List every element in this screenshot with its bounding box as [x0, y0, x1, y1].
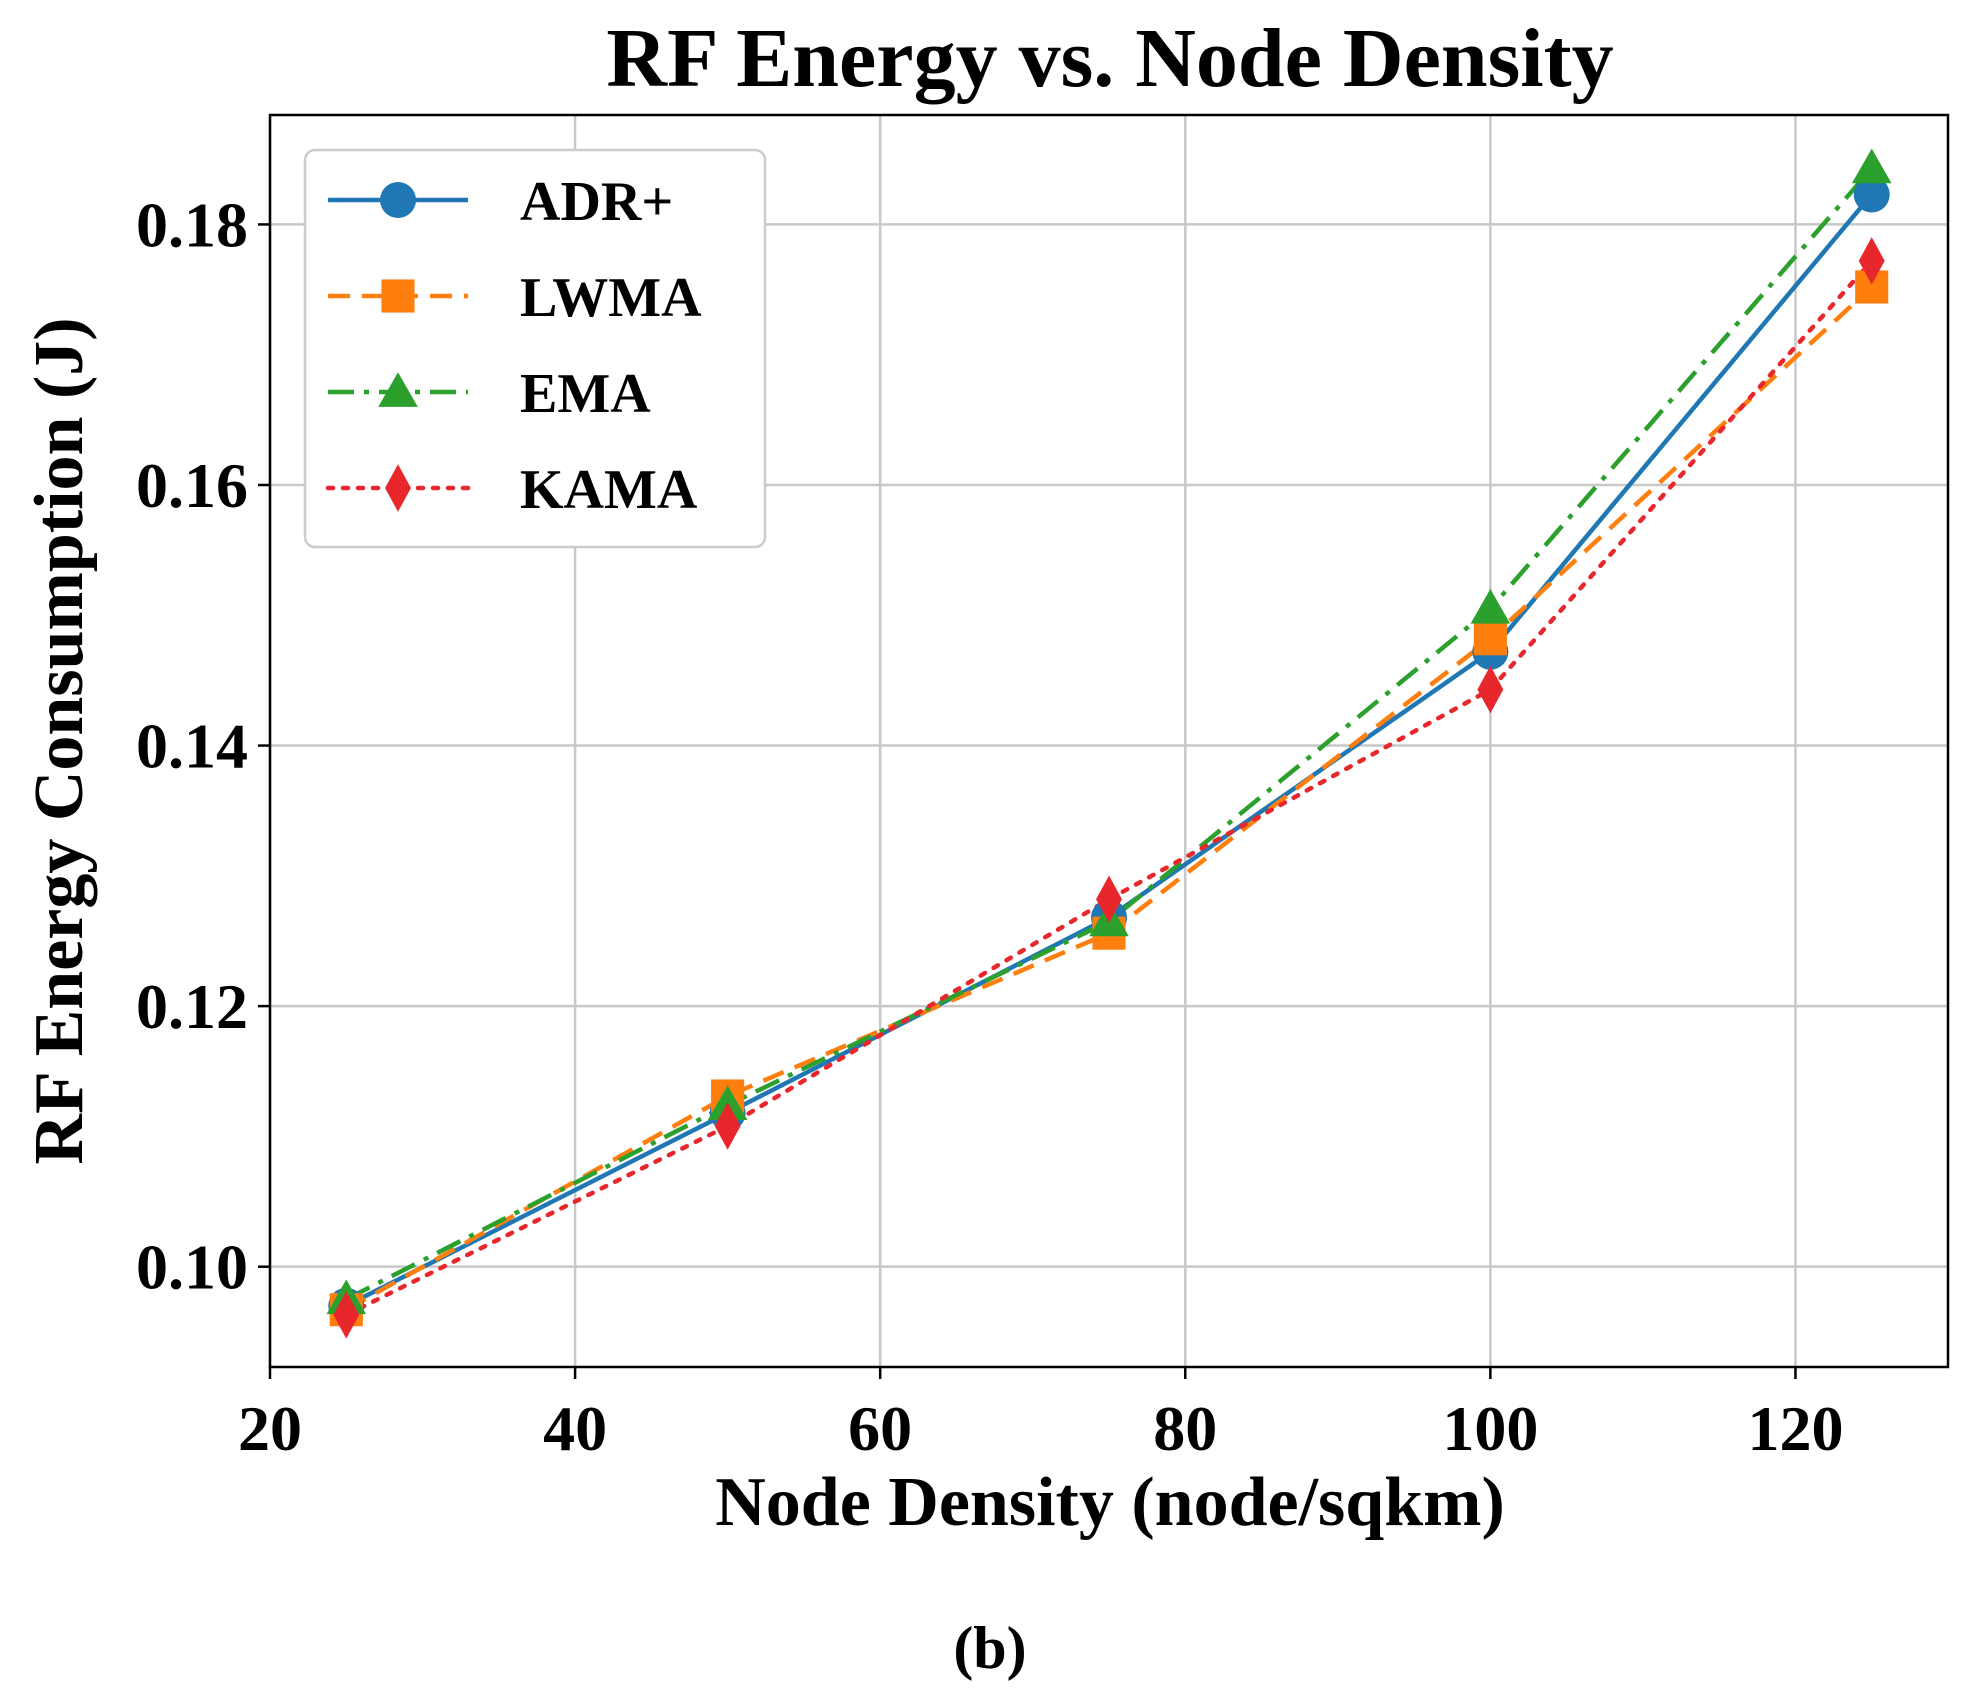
chart-title: RF Energy vs. Node Density: [606, 12, 1613, 105]
legend-entry-ema: EMA: [328, 363, 651, 425]
y-axis-ticks: 0.10 0.12 0.14 0.16 0.18: [136, 189, 270, 1303]
data-point-ema: [1851, 148, 1892, 184]
data-point-lwma: [1473, 622, 1507, 656]
legend-entry-lwma: LWMA: [328, 267, 702, 329]
legend-label-lwma: LWMA: [520, 267, 702, 329]
x-tick-label: 80: [1153, 1393, 1217, 1464]
legend-entry-kama: KAMA: [325, 459, 698, 521]
data-point-ema: [1470, 588, 1511, 624]
y-tick-label: 0.14: [136, 711, 248, 782]
legend-box: [303, 148, 767, 549]
legend-marker-kama: [385, 464, 411, 512]
figure-caption: (b): [953, 1615, 1026, 1681]
y-tick-label: 0.16: [136, 450, 248, 521]
x-tick-label: 100: [1442, 1393, 1538, 1464]
legend: ADR+ LWMA EMA KAMA: [303, 148, 767, 549]
data-point-kama: [714, 1102, 741, 1150]
data-point-kama: [333, 1291, 360, 1339]
plot-frame: [268, 113, 1950, 1369]
legend-label-ema: EMA: [520, 363, 651, 425]
y-tick-label: 0.12: [136, 971, 248, 1042]
legend-marker-ema: [378, 372, 418, 407]
legend-marker-lwma: [381, 279, 415, 313]
data-point-adr: [1853, 176, 1890, 213]
legend-label-kama: KAMA: [520, 459, 698, 521]
series-line-ema: [345, 166, 1874, 1302]
legend-entry-adr: ADR+: [328, 171, 673, 233]
y-axis-label: RF Energy Consumption (J): [21, 317, 98, 1164]
x-tick-label: 60: [848, 1393, 912, 1464]
data-point-kama: [1858, 237, 1885, 285]
data-point-kama: [1477, 665, 1504, 714]
data-point-kama: [1096, 875, 1122, 924]
legend-marker-adr: [380, 182, 416, 218]
x-tick-label: 120: [1747, 1393, 1843, 1464]
x-axis-label: Node Density (node/sqkm): [715, 1464, 1505, 1541]
x-axis-ticks: 20 40 60 80 100 120: [238, 1367, 1843, 1464]
y-tick-label: 0.10: [136, 1232, 248, 1303]
legend-label-adr: ADR+: [520, 171, 673, 233]
x-tick-label: 20: [238, 1393, 302, 1464]
y-tick-label: 0.18: [136, 189, 248, 260]
series-markers: [326, 148, 1892, 1339]
x-tick-label: 40: [543, 1393, 607, 1464]
